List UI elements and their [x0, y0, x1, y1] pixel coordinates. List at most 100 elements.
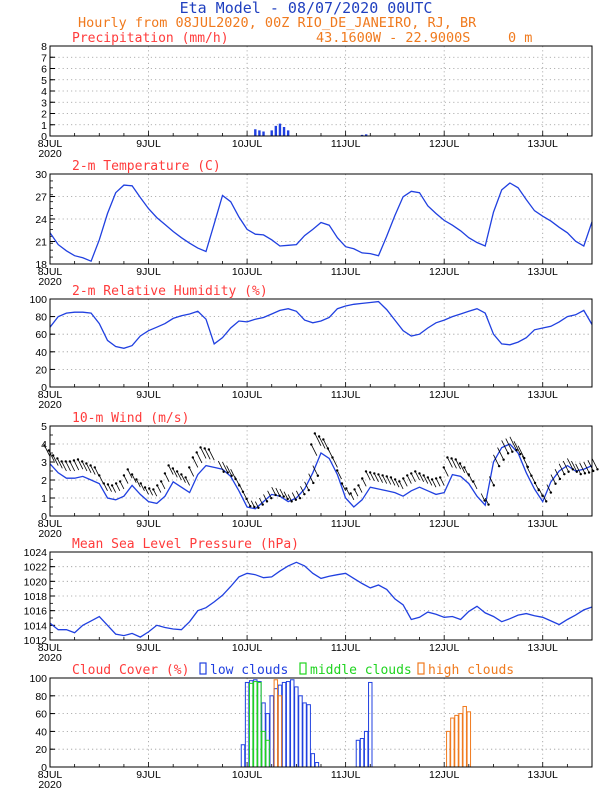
wind-arrow-head — [430, 478, 434, 481]
wind-arrow-head — [118, 480, 122, 483]
legend-low-swatch — [199, 662, 207, 675]
wind-arrow — [314, 433, 322, 446]
x-tick-label: 12JUL — [429, 518, 460, 530]
wind-arrow — [509, 436, 517, 451]
wind-arrow-head — [340, 482, 344, 485]
wind-arrow — [410, 473, 416, 482]
y-tick-label: 40 — [35, 347, 47, 359]
y-tick-label: 1014 — [24, 620, 48, 632]
wind-arrow-head — [426, 476, 430, 479]
wind-arrow-head — [226, 471, 229, 474]
x-tick-label: 9JUL — [136, 642, 161, 654]
x-tick-label: 13JUL — [528, 266, 559, 278]
wind-arrow — [160, 481, 166, 490]
wind-arrow-head — [563, 472, 566, 476]
y-tick-label: 0 — [41, 762, 47, 774]
wind-arrow — [242, 491, 247, 500]
low-cloud-bar — [306, 704, 311, 768]
y-tick-label: 30 — [35, 169, 47, 181]
wind-arrow-head — [377, 473, 380, 476]
wind-arrow-head — [167, 464, 170, 467]
wind-arrow-head — [571, 468, 575, 471]
wind-arrow-head — [402, 477, 405, 480]
wind-arrow-head — [410, 472, 413, 475]
wind-arrow-head — [389, 476, 393, 479]
panel-frame — [49, 677, 593, 768]
wind-arrow-head — [317, 435, 321, 438]
wind-arrow — [263, 494, 268, 502]
wind-arrow — [140, 483, 145, 491]
wind-arrow — [81, 461, 88, 472]
legend-high-label: high clouds — [428, 663, 514, 678]
wind-arrow-head — [159, 480, 163, 483]
low-cloud-bar — [302, 702, 307, 768]
wind-arrow — [373, 473, 379, 482]
high-cloud-bar — [466, 711, 472, 768]
y-tick-label: 4 — [41, 86, 47, 98]
wind-arrow-head — [316, 474, 320, 477]
wind-arrow — [575, 463, 582, 475]
x-tick-label: 11JUL — [331, 138, 361, 150]
y-tick-label: 24 — [35, 214, 47, 226]
wind-arrow-head — [385, 475, 388, 478]
y-tick-label: 1022 — [24, 562, 48, 574]
y-tick-label: 7 — [41, 52, 47, 64]
panel-frame — [49, 298, 593, 388]
wind-arrow-head — [51, 454, 55, 457]
y-tick-label: 0 — [41, 382, 47, 394]
wind-arrow-head — [335, 469, 339, 472]
y-tick-label: 18 — [35, 259, 47, 271]
x-tick-label: 11JUL — [331, 642, 361, 654]
wind-arrow — [521, 455, 529, 468]
high-cloud-bar — [454, 714, 459, 768]
x-tick-label: 8JUL — [38, 769, 63, 781]
wind-arrow — [172, 468, 178, 478]
x-tick-sublabel: 2020 — [38, 652, 62, 664]
low-cloud-bar — [257, 681, 262, 768]
panel-6: 0 20 40 60 80 100 8JUL2020 9JUL 10JUL 11JUL 12JUL 1… — [29, 662, 593, 791]
x-tick-label: 9JUL — [136, 389, 161, 401]
panel-3: 0 20 40 60 80 100 8JUL2020 9JUL 10JUL 11JUL 12JUL 1… — [29, 284, 593, 411]
wind-arrow-head — [393, 478, 397, 481]
wind-arrow-head — [406, 474, 409, 477]
wind-arrow — [156, 485, 162, 493]
precip-bar — [286, 130, 290, 136]
wind-arrow-head — [148, 487, 151, 490]
wind-arrow — [204, 448, 211, 460]
y-tick-label: 20 — [35, 364, 47, 376]
wind-arrow-head — [364, 470, 368, 473]
wind-arrow-head — [188, 466, 191, 469]
wind-arrow-head — [102, 482, 105, 485]
mid-cloud-bar — [257, 681, 262, 768]
wind-arrow-head — [422, 474, 425, 477]
wind-arrow — [562, 460, 569, 472]
precip-bar — [258, 130, 261, 136]
panel-frame — [49, 173, 593, 265]
low-cloud-bar — [368, 681, 373, 768]
wind-arrow — [86, 463, 92, 473]
wind-arrow-head — [442, 466, 446, 469]
panel-title: 10-m Wind (m/s) — [72, 411, 189, 426]
wind-arrow-head — [511, 450, 514, 453]
wind-arrow-head — [64, 460, 67, 463]
wind-arrow-head — [152, 488, 155, 491]
y-tick-label: 21 — [35, 237, 47, 249]
wind-arrow — [394, 479, 400, 488]
wind-arrow — [144, 487, 149, 495]
panel-title: Cloud Cover (%) — [72, 663, 189, 678]
y-tick-label: 1 — [41, 120, 47, 132]
wind-arrow-head — [199, 446, 202, 449]
wind-arrow — [238, 483, 244, 492]
relative_humidity-line — [49, 300, 593, 349]
wind-arrow-head — [502, 458, 505, 461]
wind-arrow-head — [434, 477, 438, 480]
wind-arrow — [517, 445, 525, 459]
wind-arrow-head — [76, 458, 80, 461]
wind-arrow — [65, 461, 71, 472]
wind-arrow — [497, 447, 504, 460]
x-tick-sublabel: 2020 — [38, 276, 62, 288]
panel-frame — [49, 45, 593, 137]
wind-arrow — [275, 487, 281, 496]
wind-arrow — [226, 465, 232, 476]
